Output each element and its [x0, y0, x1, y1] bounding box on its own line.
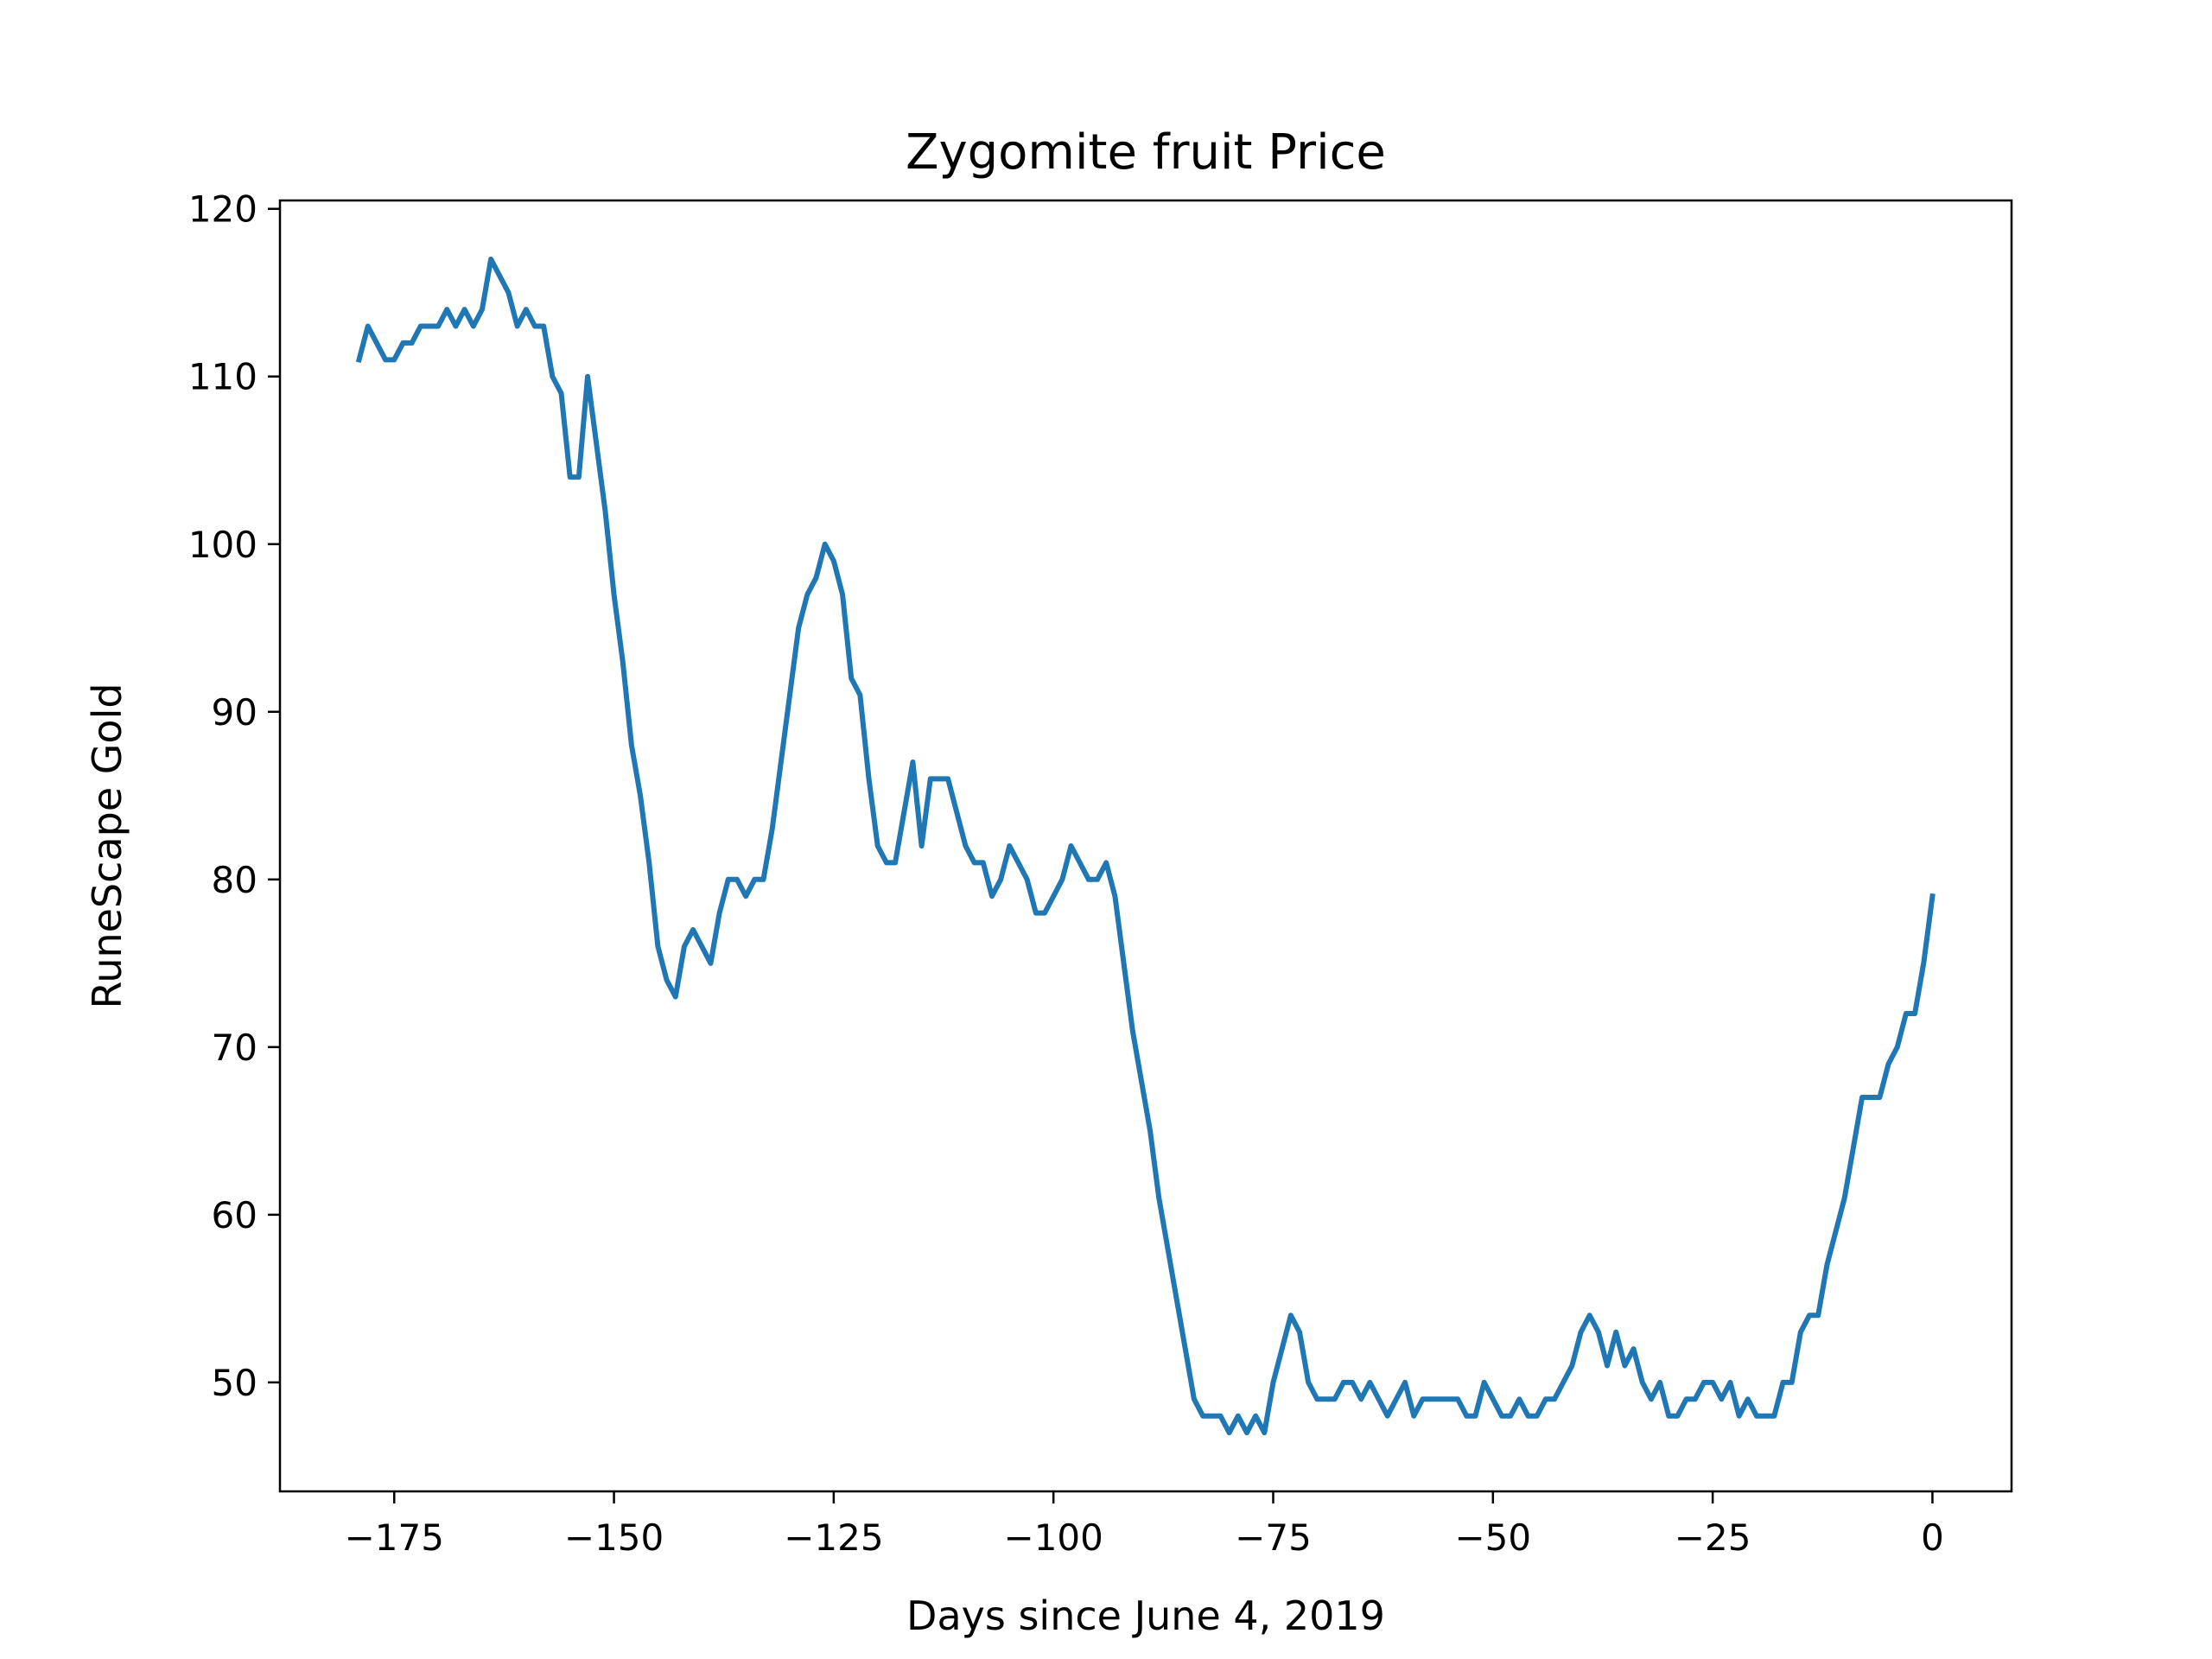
y-tick-label: 50: [212, 1362, 257, 1404]
y-tick-label: 70: [212, 1027, 257, 1069]
y-axis-label: RuneScape Gold: [84, 683, 130, 1008]
y-tick-label: 100: [188, 524, 257, 566]
x-tick-label: −125: [784, 1516, 883, 1559]
x-tick-label: −75: [1235, 1516, 1312, 1559]
y-tick-label: 80: [212, 859, 257, 901]
x-tick-label: −175: [345, 1516, 444, 1559]
x-tick-label: −50: [1454, 1516, 1531, 1559]
y-tick-label: 110: [188, 356, 257, 398]
x-tick-label: −150: [564, 1516, 664, 1559]
y-tick-label: 60: [212, 1194, 257, 1236]
x-tick-label: −100: [1004, 1516, 1103, 1559]
y-tick-label: 120: [188, 188, 257, 231]
chart-title: Zygomite fruit Price: [906, 124, 1386, 181]
x-tick-label: 0: [1921, 1516, 1944, 1559]
y-tick-label: 90: [212, 691, 257, 734]
x-tick-label: −25: [1675, 1516, 1751, 1559]
x-axis-label: Days since June 4, 2019: [906, 1592, 1385, 1639]
